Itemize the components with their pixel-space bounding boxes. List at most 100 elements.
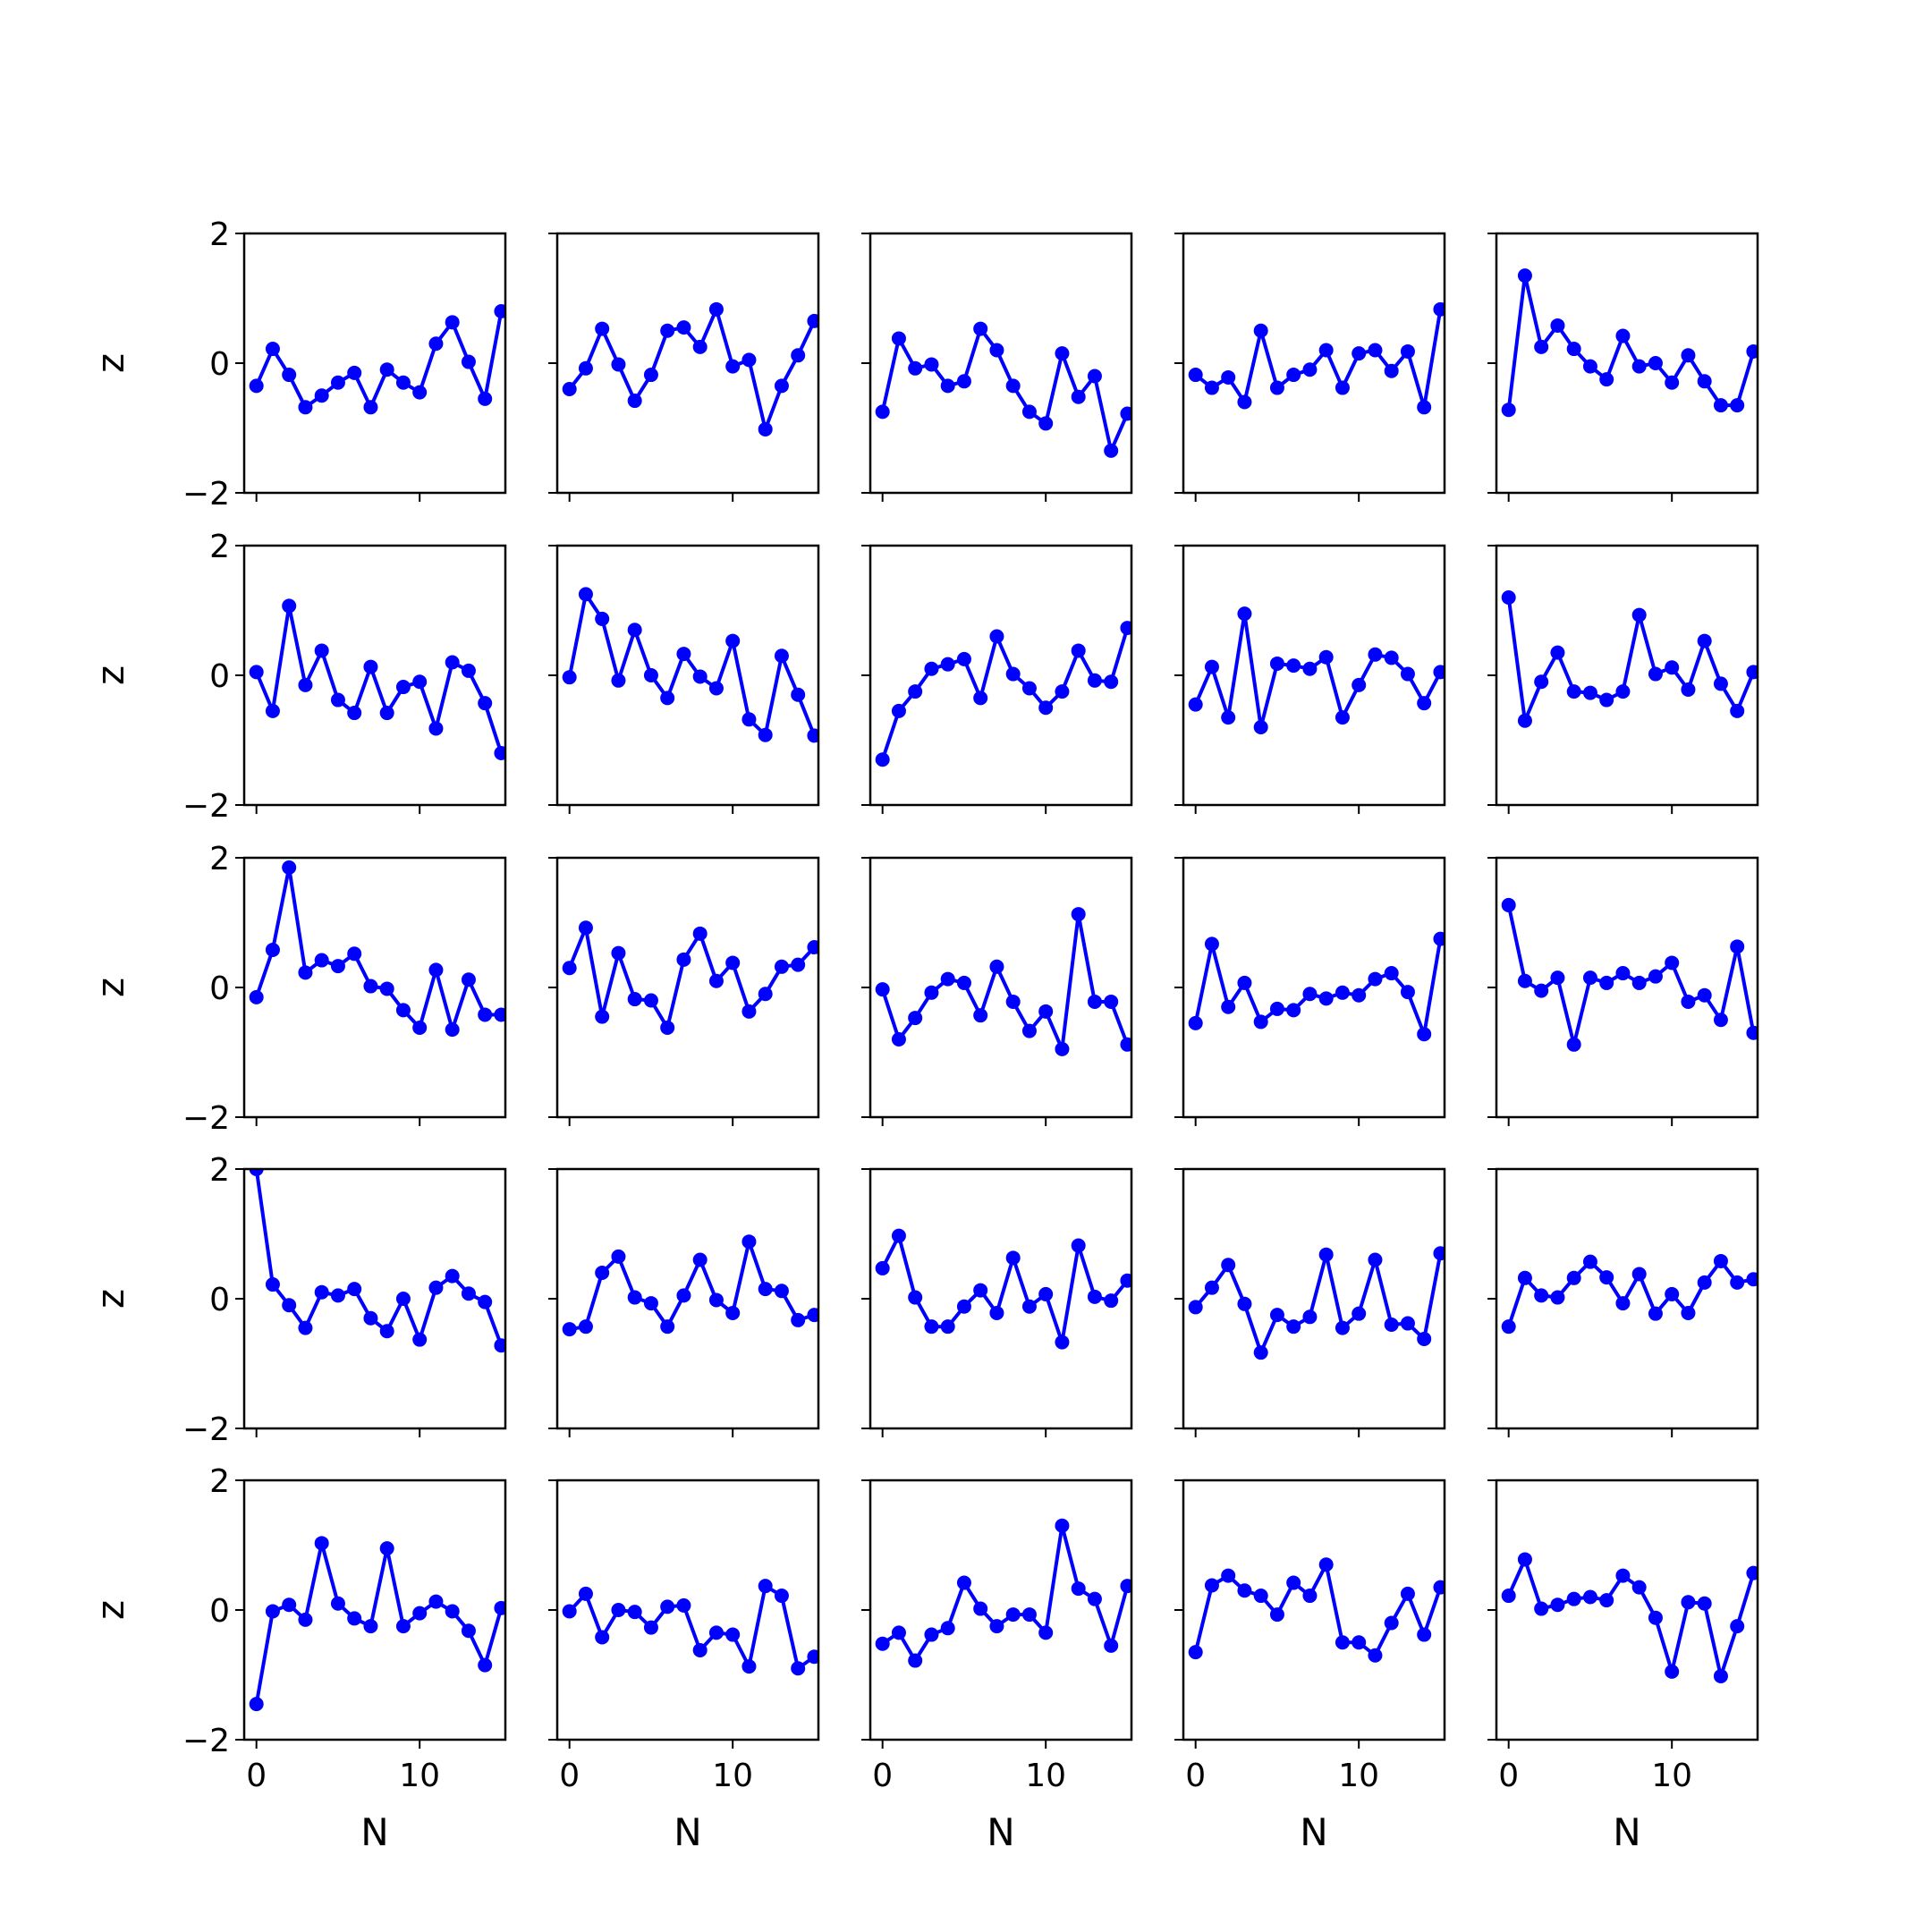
axes-frame — [1182, 544, 1446, 807]
series-group — [1188, 301, 1445, 415]
data-point — [1302, 362, 1318, 377]
data-point — [1221, 1258, 1236, 1273]
data-point — [562, 670, 577, 685]
subplot-r1-c2 — [548, 232, 820, 502]
series-line — [1193, 938, 1443, 1037]
subplot-r2-c4 — [1174, 544, 1446, 814]
data-point — [1534, 983, 1549, 998]
data-point — [1582, 685, 1597, 700]
data-point — [875, 982, 890, 997]
data-point — [791, 348, 806, 363]
data-point — [1221, 369, 1236, 385]
series-group — [562, 301, 818, 436]
data-point — [1631, 975, 1647, 990]
series-group — [1501, 1552, 1758, 1683]
data-point — [282, 1597, 297, 1613]
axes-frame — [242, 856, 507, 1119]
data-point — [1713, 1013, 1728, 1028]
data-point — [1269, 380, 1284, 395]
data-point — [660, 1020, 675, 1035]
series-group — [562, 920, 818, 1035]
data-point — [741, 1659, 757, 1674]
data-point — [1021, 404, 1037, 419]
data-point — [1038, 700, 1054, 716]
data-point — [461, 1286, 476, 1301]
x-axis-label: N — [674, 1810, 701, 1854]
data-point — [676, 952, 691, 967]
subplot-r3-c3 — [861, 856, 1133, 1126]
axes-frame — [869, 1479, 1133, 1741]
series-group — [875, 907, 1131, 1056]
data-point — [1120, 406, 1131, 421]
axes-frame — [555, 1479, 820, 1741]
data-point — [692, 1252, 708, 1267]
data-point — [1188, 1300, 1203, 1315]
data-point — [1665, 955, 1680, 970]
data-point — [973, 1008, 988, 1023]
data-point — [1335, 1635, 1350, 1650]
data-point — [478, 1007, 493, 1022]
data-point — [1269, 1308, 1284, 1323]
data-point — [1384, 1318, 1399, 1332]
data-point — [363, 979, 378, 994]
data-point — [595, 1009, 610, 1024]
data-point — [924, 1319, 939, 1335]
data-point — [1237, 394, 1252, 410]
data-point — [1221, 710, 1236, 725]
data-point — [445, 1268, 460, 1284]
data-point — [791, 687, 806, 702]
data-point — [1368, 647, 1383, 662]
data-point — [875, 1636, 890, 1651]
data-point — [249, 1169, 264, 1176]
data-point — [1534, 1601, 1549, 1616]
data-point — [1582, 359, 1597, 374]
data-point — [1087, 994, 1102, 1009]
data-point — [1005, 1250, 1021, 1266]
data-point — [643, 668, 658, 682]
data-point — [1087, 1289, 1102, 1304]
data-point — [741, 712, 757, 727]
data-point — [363, 1310, 378, 1326]
data-point — [1582, 970, 1597, 986]
axes-frame — [1495, 544, 1759, 807]
data-point — [412, 1332, 428, 1347]
data-point — [875, 752, 890, 767]
data-point — [363, 1619, 378, 1634]
data-point — [1648, 666, 1663, 682]
data-point — [379, 1541, 394, 1556]
series-line — [1506, 1259, 1754, 1327]
data-point — [611, 1603, 626, 1617]
data-point — [1335, 985, 1350, 1000]
data-point — [1120, 1579, 1131, 1594]
data-point — [891, 1625, 906, 1640]
data-point — [1566, 342, 1581, 357]
series-line — [1193, 1563, 1443, 1657]
data-point — [708, 681, 724, 696]
data-point — [1055, 1518, 1070, 1533]
data-point — [908, 1653, 923, 1668]
y-tick-label: −2 — [182, 1100, 230, 1137]
data-point — [1599, 1270, 1614, 1285]
data-point — [791, 1661, 806, 1676]
data-point — [1582, 1589, 1597, 1605]
data-point — [461, 1623, 476, 1639]
data-point — [643, 368, 658, 383]
data-point — [428, 1594, 444, 1609]
data-point — [611, 673, 626, 688]
data-point — [1517, 1552, 1532, 1567]
series-line — [880, 912, 1130, 1051]
y-tick-label: 2 — [209, 216, 230, 253]
data-point — [676, 647, 691, 662]
subplot-r5-c1: −2 0 2 0 10 z N — [89, 1463, 507, 1854]
subplot-r3-c5 — [1487, 856, 1759, 1126]
series-line — [254, 1169, 504, 1346]
y-tick-label: 2 — [209, 841, 230, 877]
data-point — [956, 651, 971, 666]
series-line — [1193, 612, 1443, 729]
data-point — [1384, 966, 1399, 981]
data-point — [725, 1305, 741, 1320]
data-point — [692, 1642, 708, 1657]
data-point — [725, 1627, 741, 1642]
y-tick-label: 0 — [209, 658, 230, 695]
data-point — [725, 633, 741, 648]
